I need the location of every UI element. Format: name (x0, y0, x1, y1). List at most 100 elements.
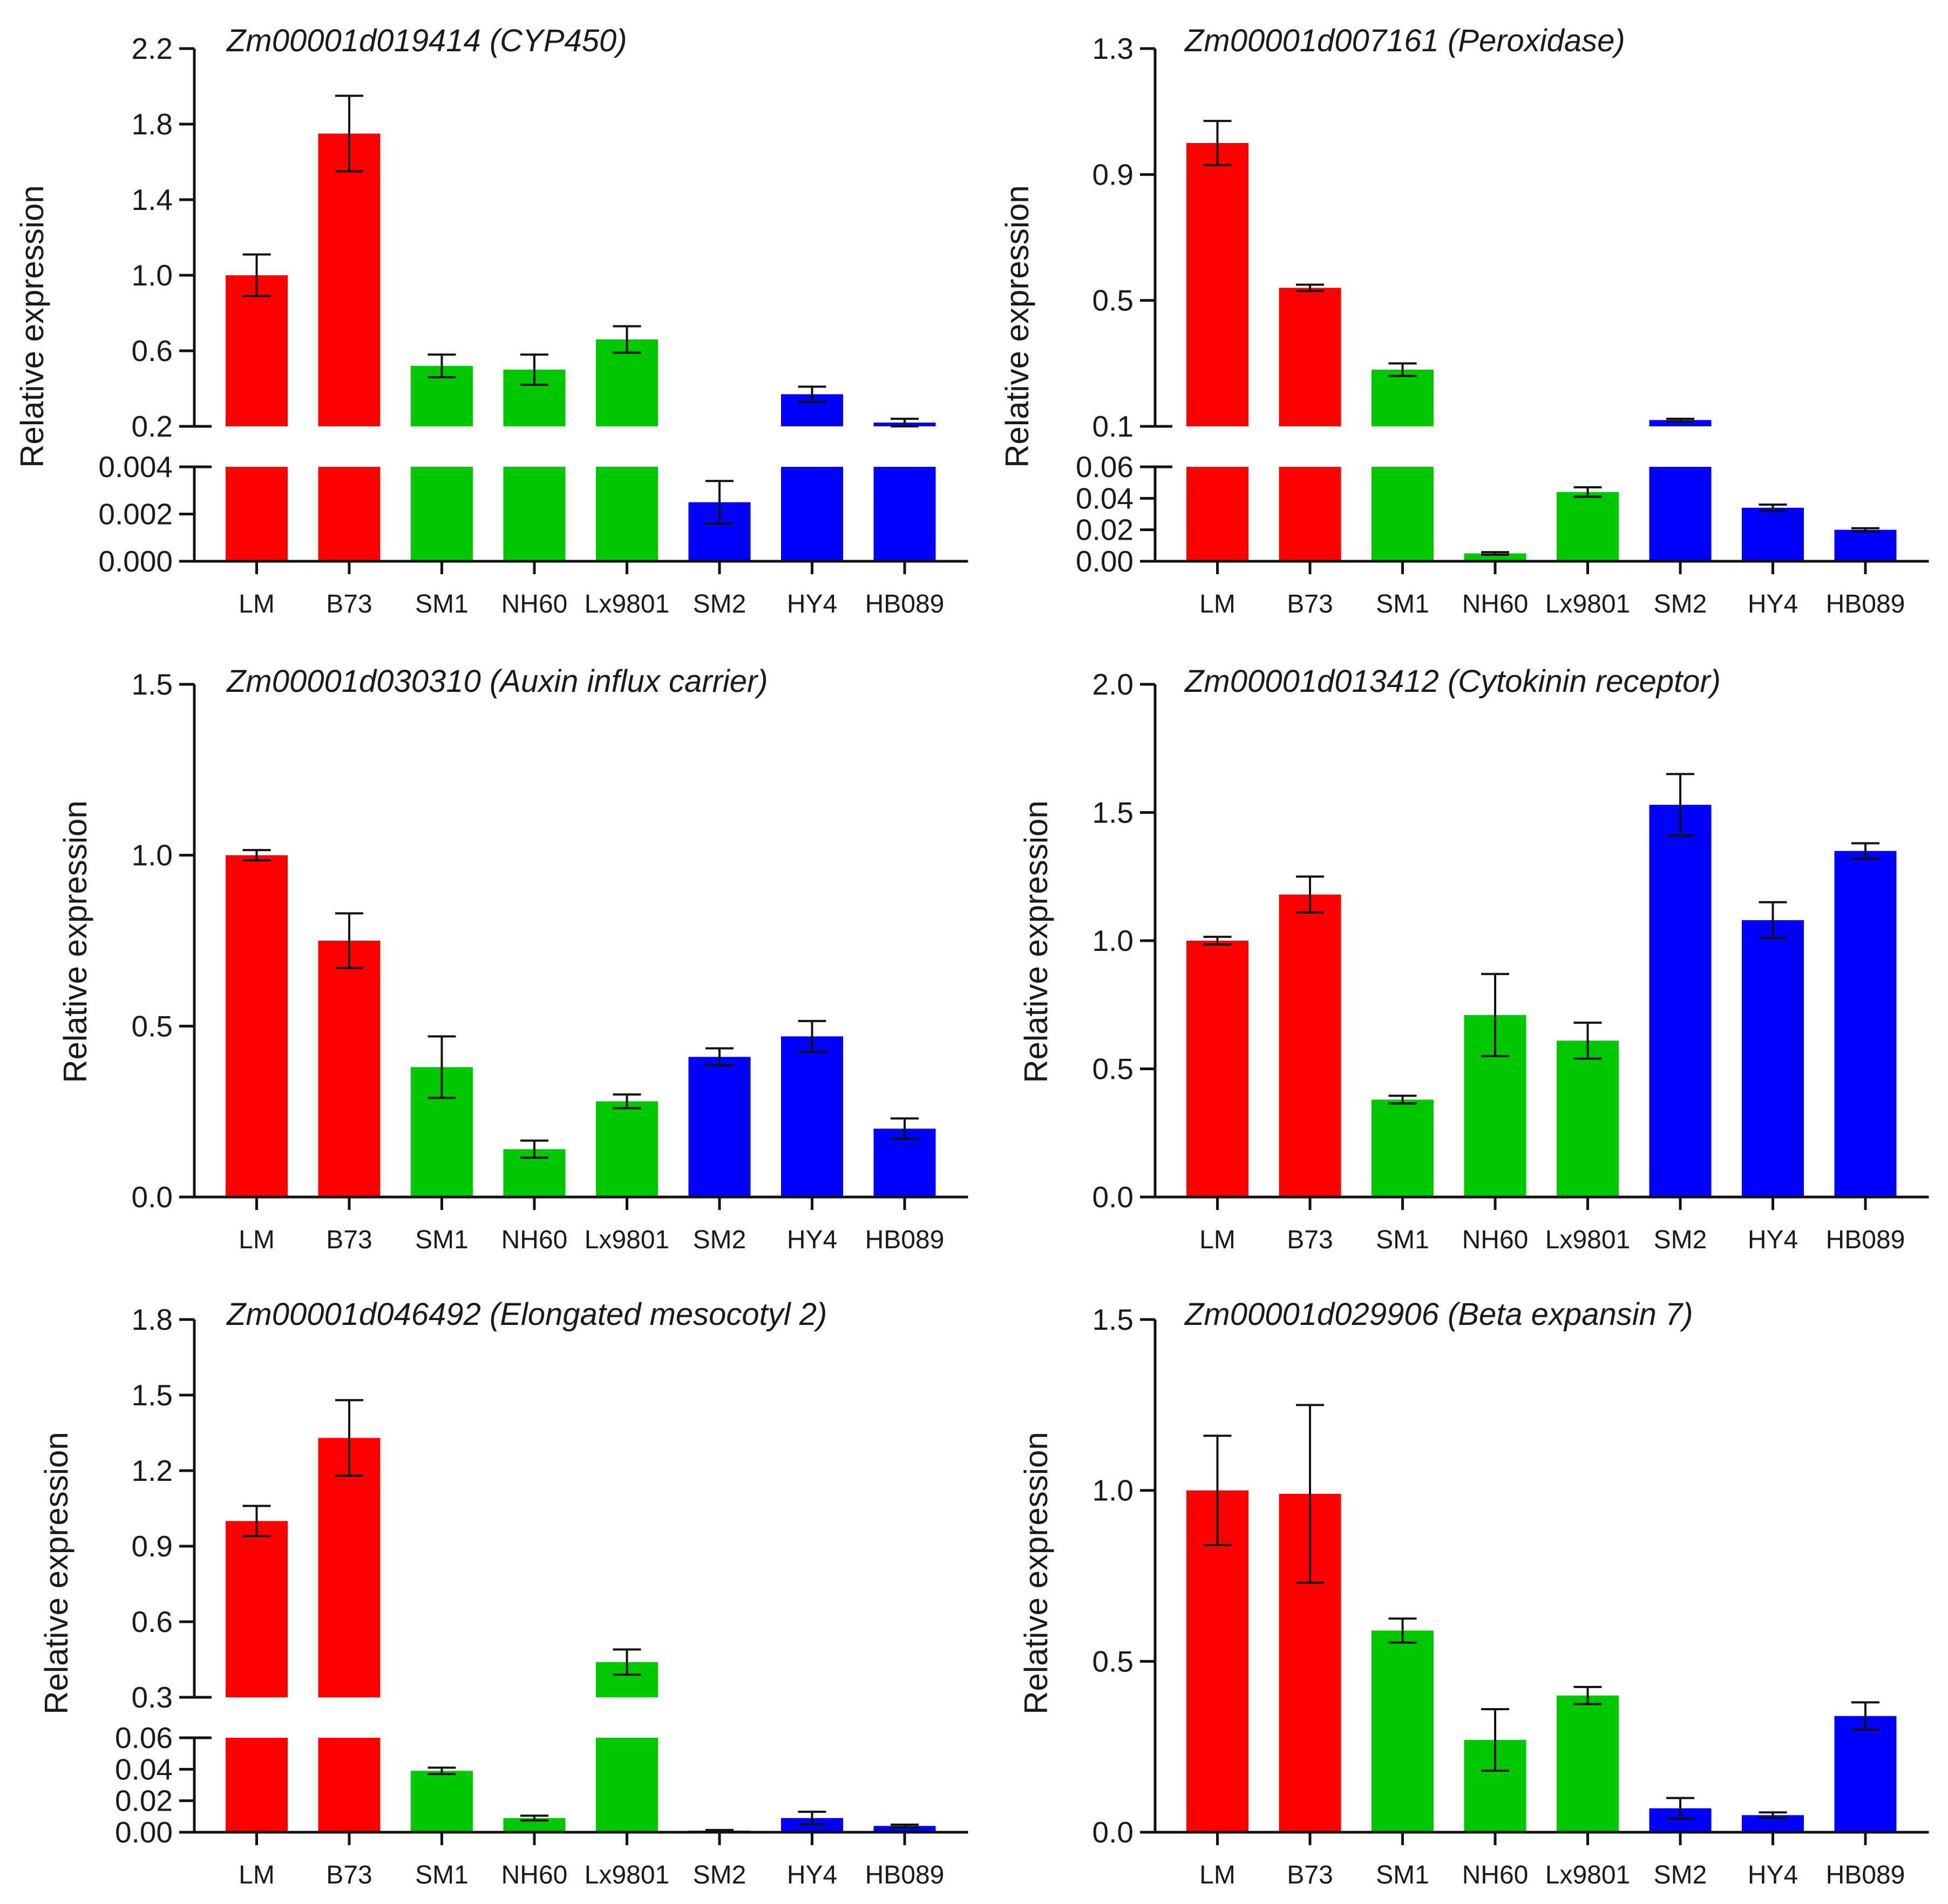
bar-lower-segment (503, 467, 566, 561)
y-axis-label: Relative expression (38, 1432, 74, 1715)
error-bar (427, 1035, 456, 1099)
error-bar (891, 418, 919, 427)
y-axis-label: Relative expression (1018, 1432, 1054, 1715)
bar (1742, 920, 1804, 1197)
bar (1557, 1041, 1619, 1197)
x-tick-label: B73 (326, 1861, 372, 1889)
x-tick-label: SM1 (1376, 1226, 1429, 1254)
error-bar (1666, 773, 1694, 837)
x-tick-label: HY4 (1748, 1226, 1798, 1254)
error-bar (520, 353, 548, 386)
x-tick-label: LM (239, 1226, 275, 1254)
error-bar (1666, 418, 1694, 423)
y-tick-label: 1.8 (132, 1303, 173, 1336)
x-tick-label: Lx9801 (1545, 1861, 1630, 1889)
bar (1834, 1716, 1897, 1832)
panel-title: Zm00001d019414 (CYP450) (226, 23, 627, 58)
bar-lower-segment (596, 1738, 658, 1832)
error-bar (335, 94, 363, 173)
bar (1372, 1099, 1434, 1197)
bar (226, 275, 288, 426)
x-tick-label: LM (239, 590, 275, 618)
panel-elongated-mesocotyl-2: Zm00001d046492 (Elongated mesocotyl 2) R… (38, 1297, 968, 1889)
y-tick-label: 0.0 (1092, 1180, 1133, 1214)
y-tick-label: 0.04 (1076, 481, 1133, 515)
y-tick-label: 1.0 (1092, 924, 1133, 957)
bar (1834, 529, 1897, 561)
y-tick-label: 0.1 (1092, 410, 1133, 443)
x-tick-label: HB089 (865, 1861, 945, 1889)
x-tick-label: NH60 (1462, 1861, 1529, 1889)
y-tick-label: 1.3 (1092, 32, 1133, 65)
error-bar (613, 1093, 641, 1110)
plot-area: 0.0 0.5 1.0 1.5 LM B73 SM1 NH60 Lx9801 SM2 HY4 HB08… (1092, 1303, 1929, 1889)
y-tick-label: 0.004 (98, 450, 173, 484)
x-tick-label: HY4 (787, 590, 837, 618)
panel-title: Zm00001d007161 (Peroxidase) (1184, 23, 1625, 58)
bar-lower-segment (596, 467, 658, 561)
error-bar (1481, 1708, 1509, 1772)
error-bar (520, 1814, 548, 1822)
bar-lower-segment (1186, 467, 1248, 561)
bar (1186, 1490, 1248, 1832)
x-tick-label: LM (1199, 590, 1236, 618)
x-tick-label: SM1 (1376, 590, 1429, 618)
x-tick-label: SM2 (693, 590, 746, 618)
bar (1186, 941, 1248, 1197)
plot-area: 0.1 0.5 0.9 1.3 0.000.020.040.06 LM B73 SM1 NH60… (1076, 32, 1929, 618)
bar-lower-segment (873, 467, 936, 561)
bar (1742, 507, 1804, 561)
error-bar (242, 253, 271, 297)
bar (596, 339, 658, 426)
y-tick-label: 1.0 (1092, 1474, 1133, 1507)
panel-title: Zm00001d013412 (Cytokinin receptor) (1184, 664, 1721, 699)
bar-lower-segment (1372, 467, 1434, 561)
bar (873, 1128, 936, 1197)
panel-cytokinin-receptor: Zm00001d013412 (Cytokinin receptor) Rela… (1018, 664, 1929, 1254)
x-tick-label: HB089 (1826, 590, 1905, 618)
x-tick-label: SM1 (415, 590, 469, 618)
error-bar (1296, 1404, 1324, 1584)
x-tick-label: SM2 (1654, 1861, 1707, 1889)
x-tick-label: LM (239, 1861, 275, 1889)
y-tick-label: 1.5 (1092, 796, 1133, 829)
x-tick-label: HB089 (865, 590, 945, 618)
y-tick-label: 0.9 (1092, 158, 1133, 191)
y-tick-label: 1.5 (132, 1378, 173, 1412)
x-tick-label: NH60 (501, 590, 568, 618)
error-bar (1388, 1094, 1417, 1105)
error-bar (242, 1505, 271, 1538)
bar (1649, 805, 1712, 1197)
panel-title: Zm00001d029906 (Beta expansin 7) (1184, 1297, 1693, 1332)
error-bar (1388, 362, 1417, 377)
y-tick-label: 2.0 (1092, 668, 1133, 701)
plot-area: 0.3 0.6 0.9 1.2 1.5 1.8 0.000.020.040.06 LM B73 S… (115, 1303, 968, 1889)
error-bar (891, 1824, 919, 1828)
bar (1557, 1695, 1619, 1832)
y-tick-label: 1.8 (132, 107, 173, 141)
y-tick-label: 0.02 (1076, 513, 1133, 547)
error-bar (1296, 283, 1324, 293)
x-tick-label: B73 (326, 590, 372, 618)
bar (1557, 492, 1619, 561)
error-bar (705, 480, 734, 525)
y-tick-label: 0.6 (132, 334, 173, 368)
bar (1372, 370, 1434, 426)
bar (1372, 1630, 1434, 1832)
panel-title: Zm00001d046492 (Elongated mesocotyl 2) (226, 1297, 827, 1332)
x-tick-label: NH60 (1462, 590, 1529, 618)
x-tick-label: HB089 (1826, 1226, 1905, 1254)
bar-lower-segment (226, 467, 288, 561)
x-tick-label: NH60 (501, 1861, 568, 1889)
error-bar (427, 1766, 456, 1776)
y-tick-label: 1.2 (132, 1454, 173, 1487)
error-bar (1666, 1797, 1694, 1820)
y-tick-label: 2.2 (132, 32, 173, 65)
x-tick-label: SM2 (1654, 1226, 1707, 1254)
bar (318, 133, 381, 426)
plot-area: 0.0 0.5 1.0 1.5 LM B73 SM1 NH60 Lx9801 SM2 HY4 HB08… (132, 668, 968, 1254)
error-bar (1851, 1701, 1879, 1731)
bar (1186, 143, 1248, 426)
error-bar (1573, 1685, 1602, 1705)
bar (1464, 553, 1526, 561)
